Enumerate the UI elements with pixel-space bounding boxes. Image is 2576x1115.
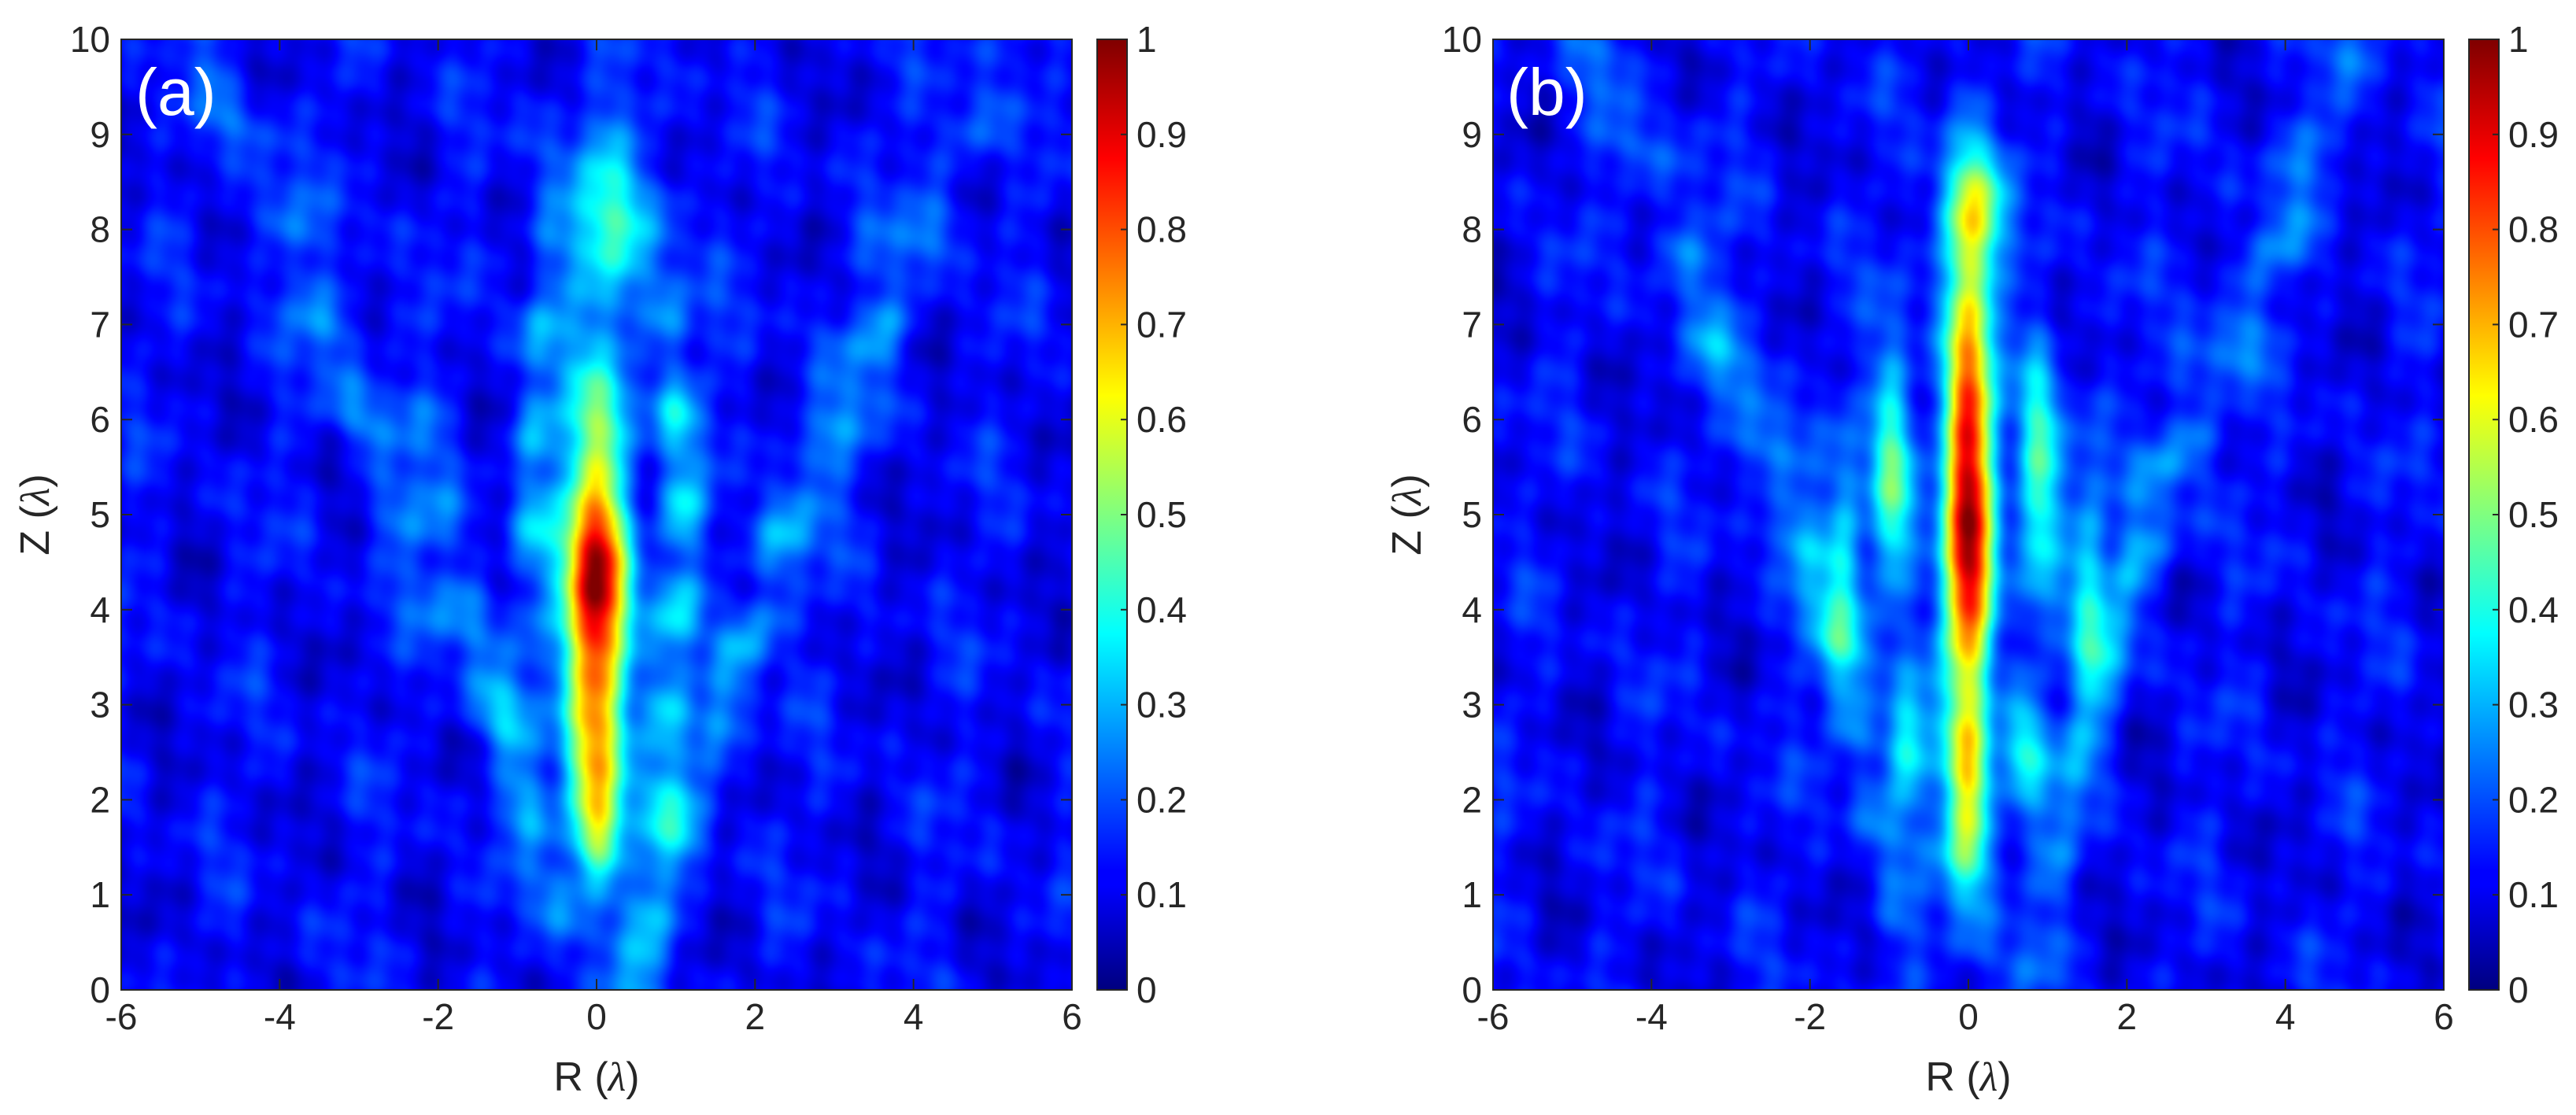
x-tick-label: -6 <box>105 996 138 1037</box>
colorbar-tick-label: 0.3 <box>2508 685 2559 725</box>
x-tick-label: 4 <box>2275 996 2296 1037</box>
x-tick-label: -4 <box>1635 996 1668 1037</box>
colorbar-tick-label: 0.9 <box>2508 114 2559 155</box>
colorbar-tick-label: 0.1 <box>1136 874 1187 915</box>
y-tick-label: 0 <box>90 969 110 1010</box>
y-tick-label: 6 <box>1462 399 1482 440</box>
x-tick-label: -4 <box>264 996 296 1037</box>
x-tick-label: -2 <box>1794 996 1826 1037</box>
panel-label-a: (a) <box>135 55 216 129</box>
colorbar-ticks-b: 0 0.1 0.2 0.3 0.4 0.5 0.6 0.7 0.8 0.9 1 <box>2493 19 2559 1010</box>
x-tick-label: 0 <box>586 996 607 1037</box>
x-tick-label: 2 <box>745 996 766 1037</box>
y-tick-label: 4 <box>90 589 110 630</box>
colorbar-tick-label: 0 <box>1136 969 1157 1010</box>
y-tick-label: 3 <box>1462 685 1482 725</box>
colorbar-tick-label: 1 <box>2508 19 2529 60</box>
colorbar-tick-label: 0.7 <box>1136 304 1187 345</box>
x-tick-label: 4 <box>904 996 924 1037</box>
heatmap-b-holder <box>1493 39 2444 990</box>
colorbar-tick-label: 1 <box>1136 19 1157 60</box>
colorbar-tick-label: 0.1 <box>2508 874 2559 915</box>
y-tick-label: 5 <box>1462 494 1482 535</box>
y-tick-label: 1 <box>90 874 110 915</box>
y-tick-label: 7 <box>90 304 110 345</box>
heatmap-b <box>1493 39 2444 990</box>
colorbar-tick-label: 0.8 <box>2508 209 2559 250</box>
x-tick-label: 2 <box>2117 996 2138 1037</box>
colorbar-tick-label: 0.9 <box>1136 114 1187 155</box>
axis-ticks-b: -6 -4 -2 0 2 4 6 0 1 2 3 4 5 6 7 8 9 10 <box>1442 19 2454 1037</box>
colorbar-tick-label: 0.5 <box>2508 494 2559 535</box>
x-axis-label-b: R (λ) <box>1925 1054 2011 1100</box>
colorbar-tick-label: 0.6 <box>2508 399 2559 440</box>
x-axis-label-a: R (λ) <box>553 1054 639 1100</box>
y-tick-label: 2 <box>1462 779 1482 820</box>
y-tick-label: 5 <box>90 494 110 535</box>
colorbar-tick-label: 0.4 <box>1136 589 1187 630</box>
x-tick-label: 6 <box>1062 996 1082 1037</box>
colorbar-tick-label: 0.7 <box>2508 304 2559 345</box>
heatmap-a-holder <box>121 39 1072 990</box>
colorbar-tick-label: 0.8 <box>1136 209 1187 250</box>
colorbar-tick-label: 0.4 <box>2508 589 2559 630</box>
y-tick-label: 8 <box>1462 209 1482 250</box>
y-tick-label: 10 <box>70 19 110 60</box>
y-tick-label: 10 <box>1442 19 1482 60</box>
y-tick-label: 2 <box>90 779 110 820</box>
y-axis-label-b: Z (λ) <box>1384 474 1430 555</box>
y-tick-label: 9 <box>1462 114 1482 155</box>
panel-label-b: (b) <box>1506 55 1587 129</box>
axis-ticks-a: -6 -4 -2 0 2 4 6 0 1 2 3 4 5 6 7 8 9 10 <box>70 19 1082 1037</box>
colorbar-tick-label: 0.3 <box>1136 685 1187 725</box>
y-tick-label: 3 <box>90 685 110 725</box>
x-tick-label: 6 <box>2434 996 2454 1037</box>
y-tick-label: 7 <box>1462 304 1482 345</box>
colorbar-tick-label: 0.5 <box>1136 494 1187 535</box>
x-tick-label: -2 <box>422 996 454 1037</box>
x-tick-label: -6 <box>1477 996 1510 1037</box>
y-tick-label: 0 <box>1462 969 1482 1010</box>
colorbar-tick-label: 0 <box>2508 969 2529 1010</box>
y-tick-label: 9 <box>90 114 110 155</box>
heatmap-a <box>121 39 1072 990</box>
colorbar-ticks-a: 0 0.1 0.2 0.3 0.4 0.5 0.6 0.7 0.8 0.9 1 <box>1121 19 1187 1010</box>
colorbar-tick-label: 0.2 <box>2508 779 2559 820</box>
y-tick-label: 4 <box>1462 589 1482 630</box>
y-tick-label: 6 <box>90 399 110 440</box>
colorbar-tick-label: 0.2 <box>1136 779 1187 820</box>
x-tick-label: 0 <box>1958 996 1979 1037</box>
y-tick-label: 1 <box>1462 874 1482 915</box>
y-axis-label-a: Z (λ) <box>13 474 58 555</box>
y-tick-label: 8 <box>90 209 110 250</box>
colorbar-tick-label: 0.6 <box>1136 399 1187 440</box>
